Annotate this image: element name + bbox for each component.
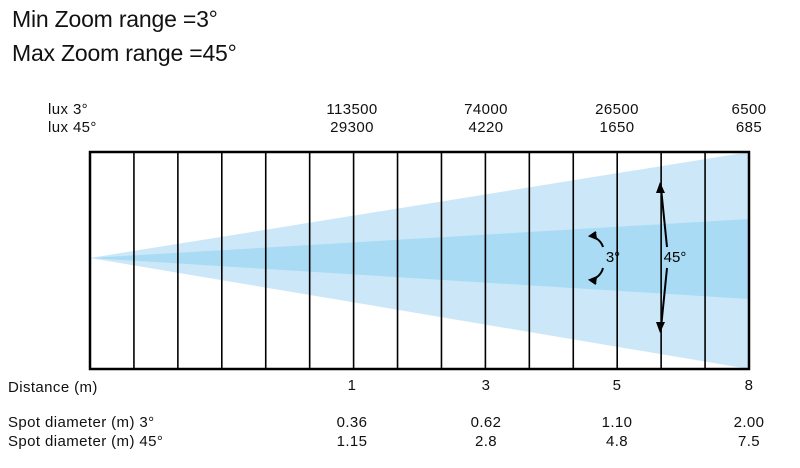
lux-45-value-3m: 4220 [468,119,504,136]
distance-value-5m: 5 [612,377,622,394]
spot-45-value-5m: 4.8 [605,433,629,450]
distance-label: Distance (m) [8,379,98,396]
lux-3-value-1m: 113500 [326,101,378,118]
narrow-arrowhead-bottom [587,276,598,285]
lux-3-value-3m: 74000 [464,101,508,118]
narrow-angle-label: 3° [606,249,620,266]
distance-value-3m: 3 [481,377,491,394]
lux-3-value-8m: 6500 [731,101,767,118]
spot-45-value-8m: 7.5 [737,433,761,450]
narrow-angle-indicator [587,231,604,285]
lux-3-value-5m: 26500 [595,101,639,118]
beam-3-degree [90,219,749,299]
spot-45-value-1m: 1.15 [336,433,368,450]
diagram-border [88,150,751,371]
lux-45-label: lux 45° [48,119,97,136]
distance-value-8m: 8 [744,377,754,394]
wide-arrowhead-bottom [656,322,665,333]
wide-angle-lower-line [660,267,668,329]
lux-45-value-1m: 29300 [330,119,374,136]
spot-45-value-3m: 2.8 [474,433,498,450]
spot-3-value-1m: 0.36 [336,414,368,431]
wide-angle-upper-line [660,187,668,248]
distance-value-1m: 1 [347,377,357,394]
spot-45-label: Spot diameter (m) 45° [8,433,164,450]
lux-3-label: lux 3° [48,101,89,118]
spot-3-value-3m: 0.62 [470,414,502,431]
max-zoom-title: Max Zoom range =45° [12,40,237,66]
lux-45-value-5m: 1650 [599,119,635,136]
narrow-arrowhead-top [587,231,598,240]
spot-3-value-8m: 2.00 [733,414,765,431]
lux-45-value-8m: 685 [735,119,763,136]
min-zoom-title: Min Zoom range =3° [12,6,218,32]
spot-3-label: Spot diameter (m) 3° [8,414,155,431]
wide-arrowhead-top [656,182,665,193]
wide-angle-label: 45° [664,249,687,266]
spot-3-value-5m: 1.10 [601,414,633,431]
wide-angle-indicator [656,182,668,333]
